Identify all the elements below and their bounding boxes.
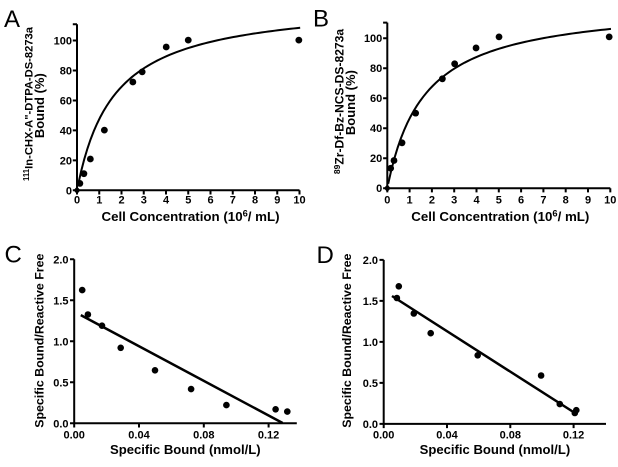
svg-text:D: D bbox=[317, 242, 334, 269]
svg-text:111In-CHX-A"-DTPA-DS-8273a: 111In-CHX-A"-DTPA-DS-8273a bbox=[22, 26, 35, 181]
svg-text:0: 0 bbox=[376, 183, 382, 195]
svg-text:1: 1 bbox=[96, 195, 102, 207]
svg-text:Bound (%): Bound (%) bbox=[343, 70, 358, 135]
svg-text:0.04: 0.04 bbox=[436, 430, 458, 442]
svg-text:2.0: 2.0 bbox=[363, 255, 378, 267]
svg-text:Cell Concentration (106/ mL): Cell Concentration (106/ mL) bbox=[411, 209, 589, 224]
svg-text:6: 6 bbox=[207, 195, 213, 207]
svg-text:20: 20 bbox=[370, 153, 382, 165]
svg-text:2: 2 bbox=[429, 195, 435, 207]
svg-text:100: 100 bbox=[364, 33, 382, 45]
svg-text:3: 3 bbox=[451, 195, 457, 207]
svg-text:7: 7 bbox=[230, 195, 236, 207]
svg-text:4: 4 bbox=[473, 195, 480, 207]
svg-text:A: A bbox=[4, 6, 20, 33]
svg-text:80: 80 bbox=[60, 66, 72, 78]
svg-text:Cell Concentration (106/ mL): Cell Concentration (106/ mL) bbox=[101, 209, 279, 224]
svg-text:5: 5 bbox=[496, 195, 502, 207]
svg-text:4: 4 bbox=[163, 195, 170, 207]
svg-text:Specific Bound/Reactive Free: Specific Bound/Reactive Free bbox=[32, 253, 46, 427]
svg-text:8: 8 bbox=[563, 195, 569, 207]
svg-text:0.0: 0.0 bbox=[53, 418, 68, 430]
svg-text:40: 40 bbox=[370, 123, 382, 135]
svg-text:0.5: 0.5 bbox=[363, 378, 378, 390]
svg-text:80: 80 bbox=[370, 63, 382, 75]
svg-text:0.5: 0.5 bbox=[53, 377, 68, 389]
svg-text:0.08: 0.08 bbox=[500, 430, 521, 442]
svg-text:0: 0 bbox=[66, 185, 72, 197]
svg-text:0.00: 0.00 bbox=[63, 430, 84, 442]
svg-text:9: 9 bbox=[274, 195, 280, 207]
svg-text:89Zr-Df-Bz-NCS-DS-8273a: 89Zr-Df-Bz-NCS-DS-8273a bbox=[332, 29, 347, 174]
svg-text:20: 20 bbox=[60, 155, 72, 167]
svg-text:1.0: 1.0 bbox=[53, 336, 68, 348]
svg-text:5: 5 bbox=[185, 195, 191, 207]
svg-text:10: 10 bbox=[293, 195, 305, 207]
svg-text:0.0: 0.0 bbox=[363, 419, 378, 431]
svg-text:0.12: 0.12 bbox=[258, 430, 279, 442]
svg-text:0: 0 bbox=[384, 195, 390, 207]
svg-text:10: 10 bbox=[604, 195, 616, 207]
svg-text:Bound (%): Bound (%) bbox=[32, 73, 47, 138]
svg-text:9: 9 bbox=[585, 195, 591, 207]
svg-text:Specific Bound/Reactive Free: Specific Bound/Reactive Free bbox=[340, 253, 354, 427]
svg-text:1.0: 1.0 bbox=[363, 337, 378, 349]
svg-text:1.5: 1.5 bbox=[53, 295, 68, 307]
svg-text:Specific Bound (nmol/L): Specific Bound (nmol/L) bbox=[110, 442, 261, 457]
svg-text:1.5: 1.5 bbox=[363, 296, 378, 308]
svg-text:C: C bbox=[5, 242, 22, 269]
svg-text:B: B bbox=[313, 6, 329, 33]
svg-text:8: 8 bbox=[252, 195, 258, 207]
svg-text:Specific Bound (nmol/L): Specific Bound (nmol/L) bbox=[420, 442, 571, 457]
svg-text:7: 7 bbox=[540, 195, 546, 207]
svg-text:0: 0 bbox=[74, 195, 80, 207]
svg-text:0.12: 0.12 bbox=[563, 430, 584, 442]
svg-text:100: 100 bbox=[54, 36, 72, 48]
svg-text:60: 60 bbox=[370, 93, 382, 105]
svg-text:1: 1 bbox=[407, 195, 413, 207]
svg-text:3: 3 bbox=[141, 195, 147, 207]
svg-text:0.00: 0.00 bbox=[373, 430, 394, 442]
svg-text:2: 2 bbox=[118, 195, 124, 207]
svg-text:6: 6 bbox=[518, 195, 524, 207]
svg-text:2.0: 2.0 bbox=[53, 254, 68, 266]
svg-text:40: 40 bbox=[60, 125, 72, 137]
svg-text:60: 60 bbox=[60, 95, 72, 107]
svg-text:0.08: 0.08 bbox=[193, 430, 214, 442]
svg-text:0.04: 0.04 bbox=[128, 430, 150, 442]
